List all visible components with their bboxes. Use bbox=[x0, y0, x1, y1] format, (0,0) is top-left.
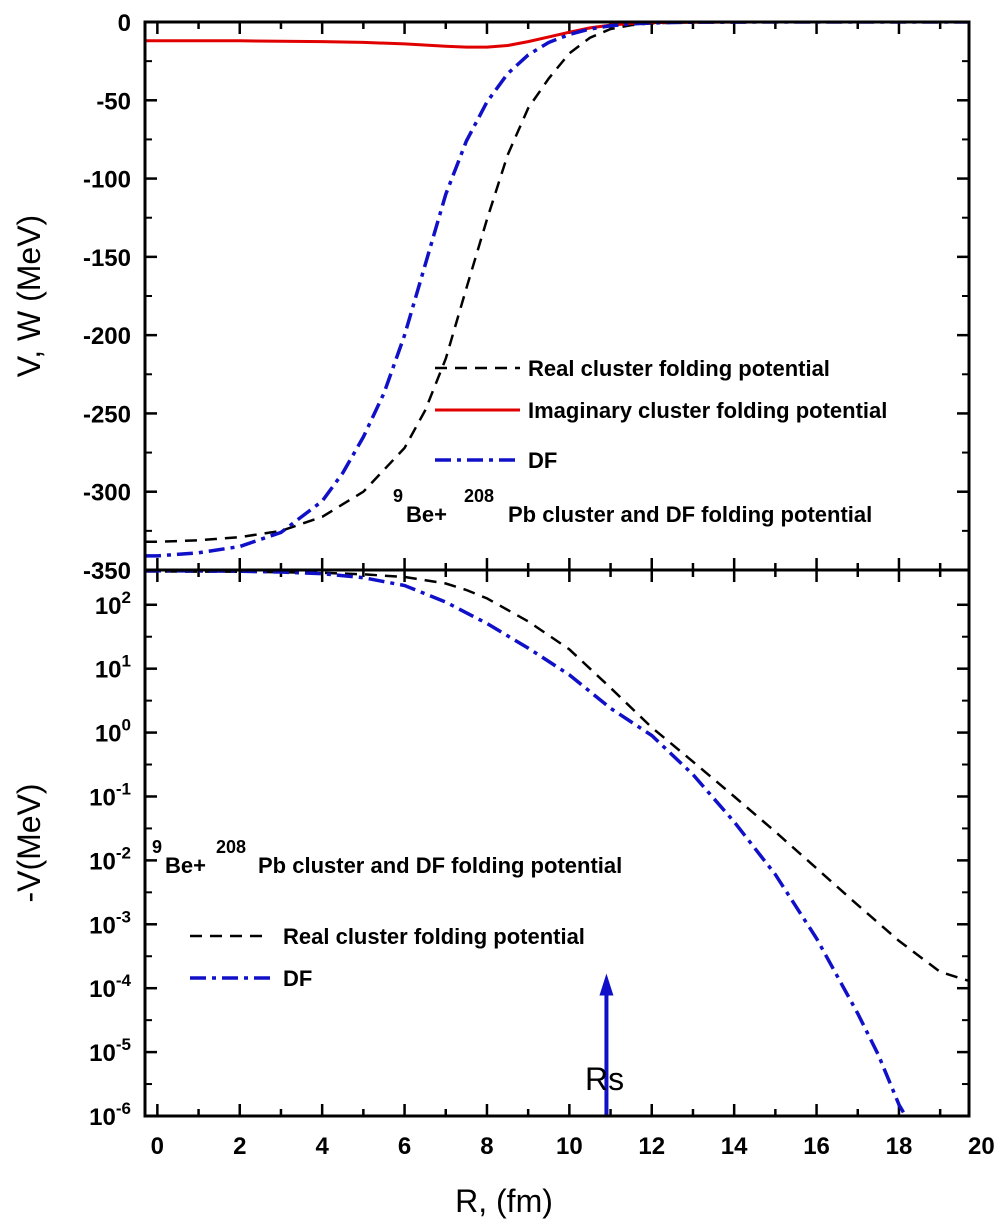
bottom-y-tick-label: 100 bbox=[95, 716, 131, 748]
bottom-axis-ticks bbox=[145, 570, 969, 1118]
bottom-legend: Real cluster folding potential DF bbox=[190, 924, 585, 991]
x-tick-label: 4 bbox=[315, 1133, 329, 1160]
top-y-tick-labels: 0 -50 -100 -150 -200 -250 -300 -350 bbox=[83, 10, 131, 585]
top-annotation-mass-pb: 208 bbox=[464, 486, 494, 506]
bottom-series-real-cluster-line bbox=[145, 570, 969, 983]
legend-label-imaginary-cluster: Imaginary cluster folding potential bbox=[528, 398, 887, 423]
bottom-y-tick-label: 10-3 bbox=[89, 907, 131, 939]
bottom-x-tick-labels: 0 2 4 6 8 10 12 14 16 18 20 bbox=[151, 1133, 995, 1160]
x-tick-label: 14 bbox=[721, 1133, 748, 1160]
x-tick-label: 20 bbox=[968, 1133, 995, 1160]
x-tick-label: 0 bbox=[151, 1133, 164, 1160]
legend-label-df: DF bbox=[528, 448, 557, 473]
x-tick-label: 6 bbox=[398, 1133, 411, 1160]
bottom-annotation: 9 Be+ 208 Pb cluster and DF folding pote… bbox=[152, 837, 622, 878]
top-y-tick-label: -200 bbox=[83, 323, 131, 350]
top-annotation-be: Be+ bbox=[406, 502, 447, 527]
top-annotation: 9 Be+ 208 Pb cluster and DF folding pote… bbox=[393, 486, 872, 527]
bottom-y-tick-label: 10-4 bbox=[89, 971, 131, 1003]
legend-label-real-cluster-bottom: Real cluster folding potential bbox=[283, 924, 585, 949]
x-tick-label: 2 bbox=[233, 1133, 246, 1160]
bottom-y-tick-label: 102 bbox=[95, 588, 131, 620]
legend-label-df-bottom: DF bbox=[283, 966, 312, 991]
top-y-tick-label: -50 bbox=[96, 88, 131, 115]
x-axis-label: R, (fm) bbox=[455, 1183, 553, 1219]
top-y-tick-label: -250 bbox=[83, 401, 131, 428]
top-series-df-line bbox=[145, 22, 969, 558]
bottom-annotation-be: Be+ bbox=[165, 853, 206, 878]
x-tick-label: 16 bbox=[803, 1133, 830, 1160]
top-y-axis-label: V, W (MeV) bbox=[11, 215, 47, 377]
x-tick-label: 8 bbox=[480, 1133, 493, 1160]
bottom-y-tick-label: 10-1 bbox=[89, 779, 131, 811]
bottom-y-tick-labels: 102 101 100 10-1 10-2 10-3 10-4 10-5 10-6 bbox=[89, 588, 131, 1131]
bottom-y-tick-label: 10-2 bbox=[89, 843, 131, 875]
bottom-annotation-mass-pb: 208 bbox=[216, 837, 246, 857]
top-panel: 0-50-100-150-200-250-300-350 V, W (MeV) … bbox=[11, 10, 971, 585]
x-tick-label: 12 bbox=[638, 1133, 665, 1160]
top-y-tick-label: -150 bbox=[83, 245, 131, 272]
legend-label-real-cluster: Real cluster folding potential bbox=[528, 356, 830, 381]
top-y-tick-label: -100 bbox=[83, 167, 131, 194]
top-series-imaginary-cluster-line bbox=[145, 22, 969, 49]
top-y-tick-label: 0 bbox=[118, 10, 131, 37]
bottom-y-tick-label: 10-5 bbox=[89, 1035, 131, 1067]
x-tick-label: 10 bbox=[556, 1133, 583, 1160]
rs-label: Rs bbox=[585, 1061, 624, 1097]
bottom-panel: 102 101 100 10-1 10-2 10-3 10-4 10-5 10-6 0 2 4 6 8 1… bbox=[11, 568, 995, 1219]
top-annotation-rest: Pb cluster and DF folding potential bbox=[508, 502, 872, 527]
top-plot-frame bbox=[143, 20, 971, 572]
rs-arrow: Rs bbox=[585, 973, 624, 1116]
top-y-tick-label: -300 bbox=[83, 480, 131, 507]
bottom-annotation-rest: Pb cluster and DF folding potential bbox=[258, 853, 622, 878]
bottom-series-df-line bbox=[145, 570, 908, 1116]
top-annotation-mass-be: 9 bbox=[393, 486, 403, 506]
top-legend: Real cluster folding potential Imaginary… bbox=[435, 356, 887, 473]
bottom-annotation-mass-be: 9 bbox=[152, 837, 162, 857]
bottom-y-tick-label: 10-6 bbox=[89, 1099, 131, 1131]
bottom-y-tick-label: 101 bbox=[95, 652, 131, 684]
bottom-y-axis-label: -V(MeV) bbox=[11, 783, 47, 902]
top-axis-ticks bbox=[145, 20, 969, 572]
bottom-plot-frame bbox=[143, 568, 971, 1118]
x-tick-label: 18 bbox=[886, 1133, 913, 1160]
rs-arrow-head bbox=[599, 973, 614, 996]
top-y-tick-label: -350 bbox=[83, 558, 131, 585]
